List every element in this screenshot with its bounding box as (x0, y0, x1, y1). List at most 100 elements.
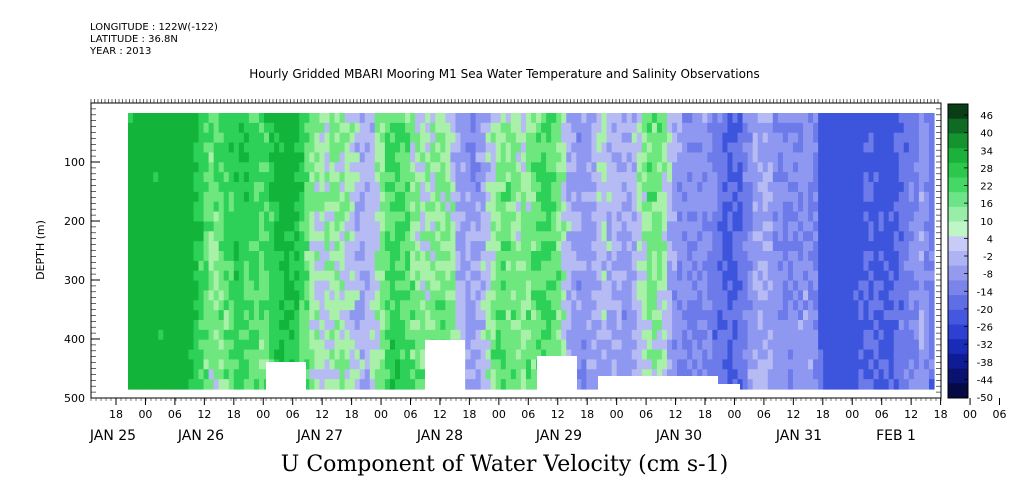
heatmap-cell (782, 122, 789, 134)
heatmap-cell (248, 251, 255, 262)
missing-data-gap (700, 384, 740, 390)
heatmap-cell (354, 211, 361, 223)
heatmap-cell (747, 211, 754, 223)
heatmap-cell (601, 339, 608, 351)
heatmap-cell (450, 329, 457, 341)
heatmap-cell (158, 122, 164, 134)
heatmap-cell (294, 211, 300, 223)
heatmap-cell (359, 221, 366, 232)
heatmap-cell (329, 320, 336, 331)
heatmap-cell (571, 201, 577, 213)
heatmap-cell (757, 280, 764, 292)
heatmap-cell (792, 251, 799, 262)
heatmap-cell (279, 191, 285, 203)
heatmap-cell (324, 270, 331, 282)
heatmap-cell (344, 339, 351, 351)
heatmap-cell (299, 152, 305, 163)
heatmap-cell (223, 231, 230, 242)
heatmap-cell (893, 191, 900, 203)
heatmap-cell (752, 142, 759, 154)
heatmap-cell (515, 172, 522, 183)
heatmap-cell (279, 113, 285, 124)
heatmap-cell (551, 142, 557, 154)
y-tick-label: 300 (64, 274, 85, 287)
heatmap-cell (883, 241, 890, 252)
heatmap-cell (384, 339, 391, 351)
heatmap-cell (621, 320, 628, 331)
heatmap-cell (888, 211, 895, 223)
heatmap-cell (808, 339, 814, 351)
heatmap-cell (636, 191, 643, 203)
heatmap-cell (208, 310, 215, 321)
heatmap-cell (354, 369, 361, 380)
heatmap-cell (405, 201, 411, 213)
heatmap-cell (531, 270, 537, 282)
heatmap-cell (581, 172, 588, 183)
heatmap-cell (193, 172, 200, 183)
heatmap-cell (596, 280, 603, 292)
heatmap-cell (531, 260, 537, 272)
heatmap-cell (258, 280, 265, 292)
heatmap-cell (359, 379, 366, 390)
heatmap-cell (626, 231, 633, 242)
heatmap-cell (344, 211, 351, 223)
heatmap-cell (656, 251, 663, 262)
heatmap-cell (883, 221, 890, 232)
heatmap-cell (183, 379, 190, 390)
heatmap-cell (238, 182, 245, 193)
heatmap-cell (787, 241, 794, 252)
heatmap-cell (561, 172, 567, 183)
heatmap-cell (792, 201, 799, 213)
heatmap-cell (420, 320, 426, 331)
heatmap-cell (777, 182, 784, 193)
heatmap-cell (656, 211, 663, 223)
heatmap-cell (888, 329, 895, 341)
heatmap-cell (183, 152, 190, 163)
heatmap-cell (485, 162, 492, 173)
heatmap-cell (818, 162, 824, 173)
heatmap-cell (203, 300, 210, 311)
heatmap-cell (803, 280, 809, 292)
heatmap-cell (349, 191, 356, 203)
heatmap-cell (364, 379, 371, 390)
heatmap-cell (656, 329, 663, 341)
heatmap-cell (561, 310, 567, 321)
heatmap-cell (359, 300, 366, 311)
heatmap-cell (531, 201, 537, 213)
heatmap-cell (425, 113, 431, 124)
heatmap-cell (641, 191, 648, 203)
heatmap-cell (384, 379, 391, 390)
heatmap-cell (475, 379, 482, 390)
heatmap-cell (495, 310, 502, 321)
heatmap-cell (772, 162, 779, 173)
heatmap-cell (525, 182, 532, 193)
heatmap-cell (727, 290, 734, 301)
heatmap-cell (868, 113, 875, 124)
heatmap-cell (243, 270, 250, 282)
heatmap-cell (430, 320, 436, 331)
heatmap-cell (707, 231, 713, 242)
heatmap-cell (480, 211, 487, 223)
heatmap-cell (269, 231, 275, 242)
heatmap-cell (405, 359, 411, 370)
heatmap-cell (601, 260, 608, 272)
heatmap-cell (767, 329, 774, 341)
heatmap-cell (480, 290, 487, 301)
heatmap-cell (923, 310, 930, 321)
heatmap-cell (606, 290, 613, 301)
heatmap-cell (833, 310, 839, 321)
heatmap-cell (636, 172, 643, 183)
heatmap-cell (913, 162, 920, 173)
heatmap-cell (661, 211, 668, 223)
heatmap-cell (536, 201, 542, 213)
heatmap-cell (556, 162, 562, 173)
heatmap-cell (455, 211, 462, 223)
heatmap-cell (435, 270, 441, 282)
heatmap-cell (329, 379, 336, 390)
heatmap-cell (148, 349, 154, 361)
heatmap-cell (893, 122, 900, 134)
heatmap-cell (566, 172, 572, 183)
heatmap-cell (596, 300, 603, 311)
heatmap-cell (742, 251, 749, 262)
heatmap-cell (833, 132, 839, 144)
